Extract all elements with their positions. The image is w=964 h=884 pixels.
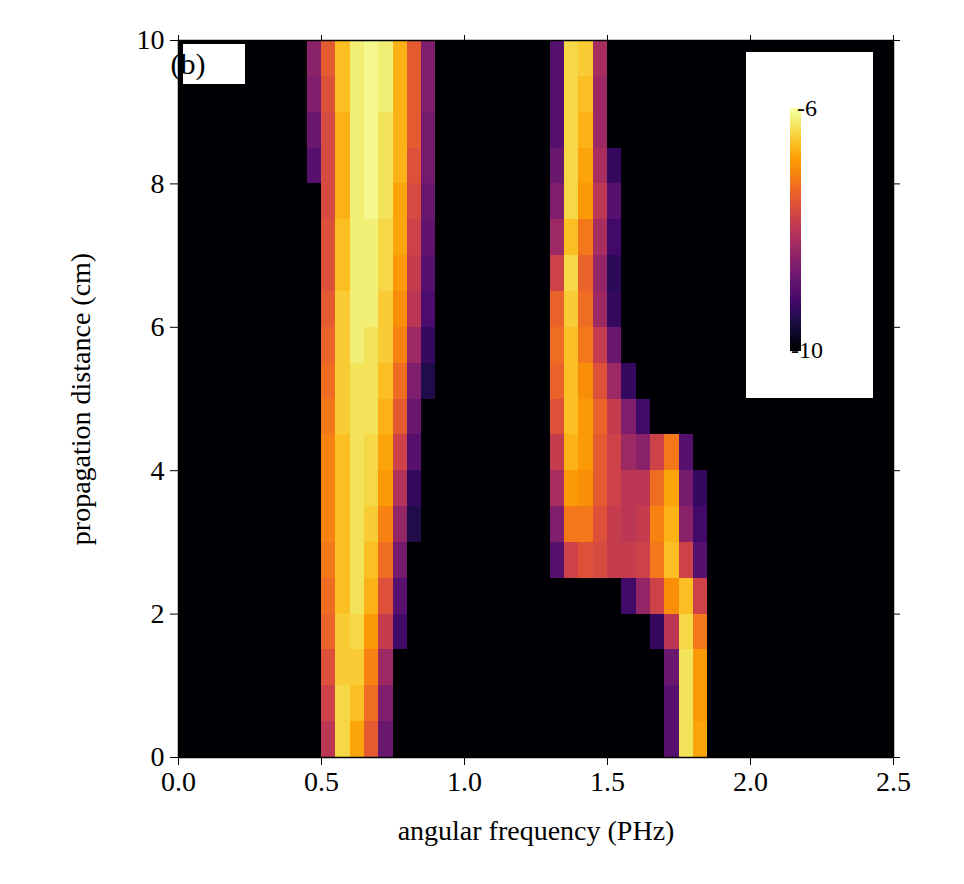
svg-text:6: 6 xyxy=(151,311,165,342)
svg-text:10: 10 xyxy=(137,24,165,55)
svg-text:2.5: 2.5 xyxy=(876,766,911,797)
svg-text:-10: -10 xyxy=(791,337,823,363)
svg-text:(b): (b) xyxy=(171,47,206,81)
svg-text:2: 2 xyxy=(151,598,165,629)
svg-text:0: 0 xyxy=(151,741,165,772)
svg-text:1.5: 1.5 xyxy=(590,766,625,797)
svg-text:0.0: 0.0 xyxy=(161,766,196,797)
svg-text:angular frequency (PHz): angular frequency (PHz) xyxy=(398,815,675,846)
svg-text:4: 4 xyxy=(151,455,165,486)
svg-text:propagation distance (cm): propagation distance (cm) xyxy=(65,253,96,545)
svg-text:-6: -6 xyxy=(797,95,817,121)
svg-text:2.0: 2.0 xyxy=(733,766,768,797)
svg-text:8: 8 xyxy=(151,168,165,199)
svg-text:1.0: 1.0 xyxy=(447,766,482,797)
svg-text:0.5: 0.5 xyxy=(304,766,339,797)
